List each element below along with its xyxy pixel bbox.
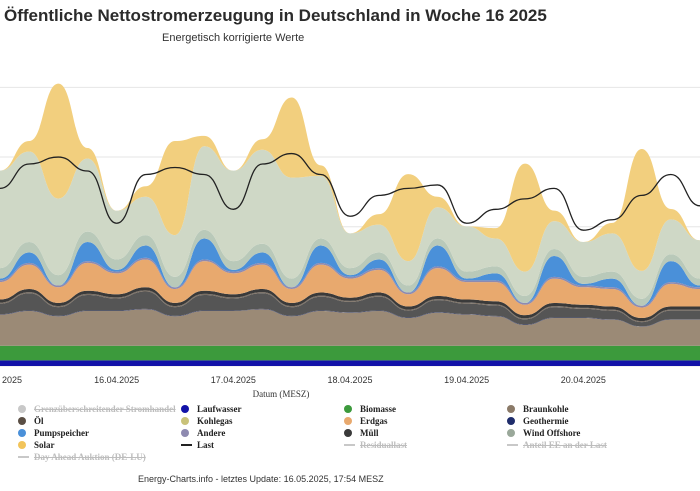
legend-swatch-icon xyxy=(18,455,29,458)
x-tick-label: 19.04.2025 xyxy=(444,375,489,385)
x-axis-label: Datum (MESZ) xyxy=(253,389,310,399)
chart-plot[interactable]: 2025 16.04.2025 17.04.2025 18.04.2025 19.04.… xyxy=(0,0,700,400)
area-müll xyxy=(0,287,700,322)
legend-item[interactable]: Geothermie xyxy=(507,415,658,426)
area-series xyxy=(0,83,700,366)
legend-label: Geothermie xyxy=(523,415,569,426)
x-axis-ticks: 2025 16.04.2025 17.04.2025 18.04.2025 19.04.… xyxy=(2,375,606,385)
legend-label: Day Ahead Auktion (DE-LU) xyxy=(34,451,146,462)
legend-label: Last xyxy=(197,439,215,450)
area-wind-onshore xyxy=(0,146,700,299)
legend-item[interactable]: Pumpspeicher xyxy=(18,427,181,438)
legend-label: Braunkohle xyxy=(523,403,569,414)
legend-label: Residuallast xyxy=(360,439,408,450)
legend-item[interactable]: Laufwasser xyxy=(181,403,344,414)
legend-swatch-icon xyxy=(181,443,192,446)
area-braunkohle xyxy=(0,309,700,346)
legend-swatch-icon xyxy=(507,443,518,446)
legend-label: Wind Offshore xyxy=(523,427,581,438)
legend-swatch-icon xyxy=(344,416,352,425)
legend-swatch-icon xyxy=(18,428,26,437)
legend-label: Andere xyxy=(197,427,226,438)
legend-item[interactable]: Müll xyxy=(344,427,507,438)
x-tick-label: 17.04.2025 xyxy=(211,375,256,385)
line-last xyxy=(0,152,700,231)
legend-item[interactable]: Grenzüberschreitender Stromhandel xyxy=(18,403,181,414)
legend-label: Müll xyxy=(360,427,379,438)
area-wind-offshore xyxy=(0,229,700,306)
legend-label: Laufwasser xyxy=(197,403,242,414)
legend-swatch-icon xyxy=(18,440,26,449)
legend-item[interactable]: Day Ahead Auktion (DE-LU) xyxy=(18,451,181,462)
legend-swatch-icon xyxy=(344,404,352,413)
legend-swatch-icon xyxy=(181,416,189,425)
legend-swatch-icon xyxy=(344,428,352,437)
area-steinkohle xyxy=(0,291,700,327)
area-pumpspeicher xyxy=(0,238,700,306)
x-tick-label: 2025 xyxy=(2,375,22,385)
legend-swatch-icon xyxy=(507,404,515,413)
legend-item[interactable]: Wind Offshore xyxy=(507,427,658,438)
legend-item[interactable]: Solar xyxy=(18,439,181,450)
legend-item[interactable]: Andere xyxy=(181,427,344,438)
area-laufwasser xyxy=(0,360,700,366)
legend-swatch-icon xyxy=(344,443,355,446)
footer-credit: Energy-Charts.info - letztes Update: 16.… xyxy=(138,474,384,484)
x-tick-label: 20.04.2025 xyxy=(561,375,606,385)
legend-label: Kohlegas xyxy=(197,415,233,426)
area-öl xyxy=(0,290,700,323)
legend-swatch-icon xyxy=(18,416,26,425)
legend-swatch-icon xyxy=(181,404,189,413)
chart-subtitle: Energetisch korrigierte Werte xyxy=(162,32,305,44)
legend-item[interactable]: Braunkohle xyxy=(507,403,658,414)
legend-item[interactable]: Erdgas xyxy=(344,415,507,426)
legend-label: Solar xyxy=(34,439,55,450)
legend-item[interactable]: Biomasse xyxy=(344,403,507,414)
legend-item[interactable]: Kohlegas xyxy=(181,415,344,426)
area-erdgas xyxy=(0,259,700,318)
legend-label: Erdgas xyxy=(360,415,388,426)
legend-item[interactable]: Last xyxy=(181,439,344,450)
legend-swatch-icon xyxy=(507,416,515,425)
legend-swatch-icon xyxy=(18,404,26,413)
legend-swatch-icon xyxy=(507,428,515,437)
line-series xyxy=(0,152,700,231)
legend-item[interactable]: Residuallast xyxy=(344,439,507,450)
legend-label: Anteil EE an der Last xyxy=(523,439,607,450)
legend-label: Pumpspeicher xyxy=(34,427,89,438)
chart-title: Öffentliche Nettostromerzeugung in Deuts… xyxy=(4,6,547,25)
legend-item[interactable]: Anteil EE an der Last xyxy=(507,439,658,450)
x-tick-label: 18.04.2025 xyxy=(327,375,372,385)
area-solar xyxy=(0,83,700,272)
x-tick-label: 16.04.2025 xyxy=(94,375,139,385)
legend: Grenzüberschreitender Stromhandel Laufwas… xyxy=(18,403,658,462)
legend-swatch-icon xyxy=(181,428,189,437)
area-geothermie xyxy=(0,308,700,327)
legend-item[interactable]: Öl xyxy=(18,415,181,426)
legend-label: Grenzüberschreitender Stromhandel xyxy=(34,403,176,414)
legend-label: Biomasse xyxy=(360,403,396,414)
legend-label: Öl xyxy=(34,415,44,426)
area-biomasse xyxy=(0,345,700,361)
